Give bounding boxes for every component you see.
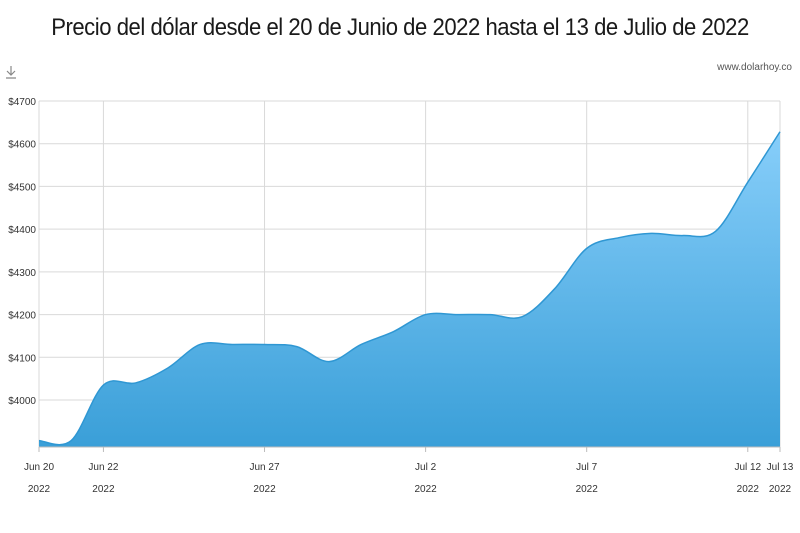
source-label[interactable]: www.dolarhoy.co <box>717 62 792 73</box>
x-tick-label: Jul 7 <box>576 462 598 473</box>
x-tick-year: 2022 <box>28 484 51 495</box>
y-tick-label: $4000 <box>8 396 36 407</box>
x-tick-year: 2022 <box>737 484 760 495</box>
y-tick-label: $4500 <box>8 182 36 193</box>
x-tick-year: 2022 <box>253 484 276 495</box>
y-tick-label: $4300 <box>8 268 36 279</box>
x-tick-year: 2022 <box>769 484 792 495</box>
x-tick-label: Jul 2 <box>415 462 437 473</box>
x-tick-label: Jul 13 <box>767 462 794 473</box>
y-tick-label: $4600 <box>8 140 36 151</box>
chart-title: Precio del dólar desde el 20 de Junio de… <box>51 14 749 41</box>
x-tick-year: 2022 <box>92 484 115 495</box>
y-tick-label: $4400 <box>8 225 36 236</box>
y-tick-label: $4100 <box>8 353 36 364</box>
x-tick-year: 2022 <box>414 484 437 495</box>
x-tick-year: 2022 <box>576 484 599 495</box>
x-tick-label: Jun 27 <box>250 462 280 473</box>
x-tick-label: Jun 20 <box>24 462 54 473</box>
download-icon[interactable] <box>4 64 18 80</box>
x-tick-label: Jul 12 <box>734 462 761 473</box>
y-tick-label: $4200 <box>8 311 36 322</box>
x-tick-label: Jun 22 <box>88 462 118 473</box>
area-fill <box>39 131 780 447</box>
y-tick-label: $4700 <box>8 97 36 108</box>
series-line <box>38 131 781 446</box>
